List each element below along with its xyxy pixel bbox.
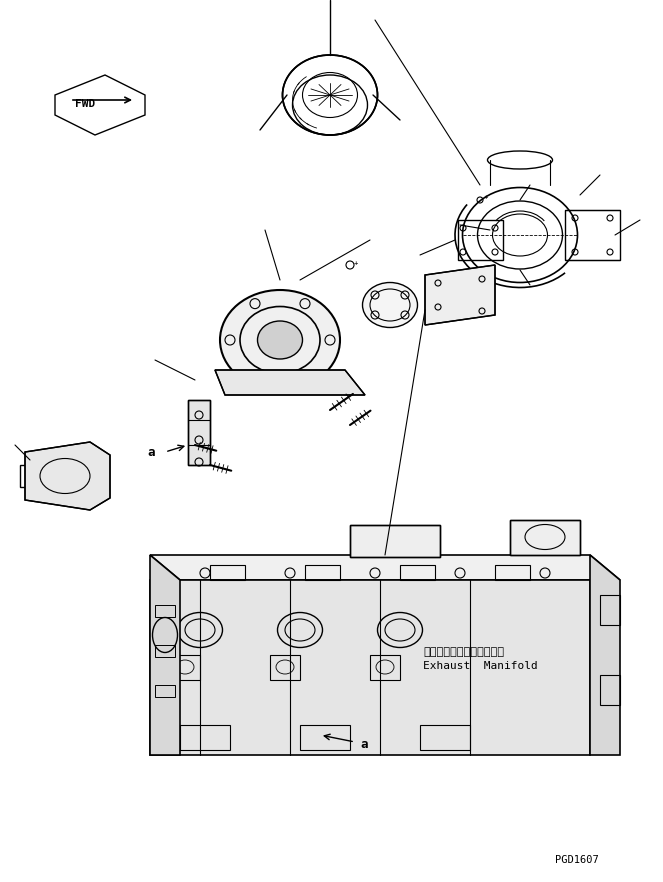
Bar <box>350 525 440 557</box>
Bar <box>510 520 580 555</box>
Bar <box>180 725 230 750</box>
Bar <box>188 400 210 465</box>
Bar <box>565 210 620 260</box>
Bar <box>510 520 580 555</box>
Bar <box>305 565 340 580</box>
Bar <box>155 645 175 657</box>
Bar <box>600 595 620 625</box>
Bar <box>170 655 200 680</box>
Bar <box>495 565 530 580</box>
Bar <box>155 605 175 617</box>
Bar <box>188 400 210 465</box>
Text: +: + <box>354 260 358 266</box>
Bar <box>210 565 245 580</box>
Polygon shape <box>425 265 495 325</box>
Ellipse shape <box>32 452 97 497</box>
Text: FWD: FWD <box>75 99 95 109</box>
Bar <box>600 675 620 705</box>
Polygon shape <box>590 555 620 755</box>
Ellipse shape <box>220 290 340 390</box>
Bar <box>400 565 435 580</box>
Polygon shape <box>150 555 180 755</box>
Bar <box>270 655 300 680</box>
Bar <box>155 685 175 697</box>
Polygon shape <box>215 370 365 395</box>
Text: a: a <box>360 738 367 751</box>
Text: +: + <box>484 194 488 200</box>
Text: エキゾーストマニホールド: エキゾーストマニホールド <box>423 647 504 657</box>
Polygon shape <box>150 580 590 755</box>
Ellipse shape <box>257 321 302 359</box>
Polygon shape <box>25 442 110 510</box>
Bar <box>300 725 350 750</box>
Ellipse shape <box>363 282 418 327</box>
Text: PGD1607: PGD1607 <box>555 855 599 865</box>
Bar <box>420 725 470 750</box>
Bar <box>350 525 440 557</box>
Bar <box>370 655 400 680</box>
Text: a: a <box>147 445 155 459</box>
Bar <box>20 465 40 487</box>
Bar <box>458 220 503 260</box>
Polygon shape <box>150 555 620 580</box>
Text: Exhaust  Manifold: Exhaust Manifold <box>423 661 538 671</box>
